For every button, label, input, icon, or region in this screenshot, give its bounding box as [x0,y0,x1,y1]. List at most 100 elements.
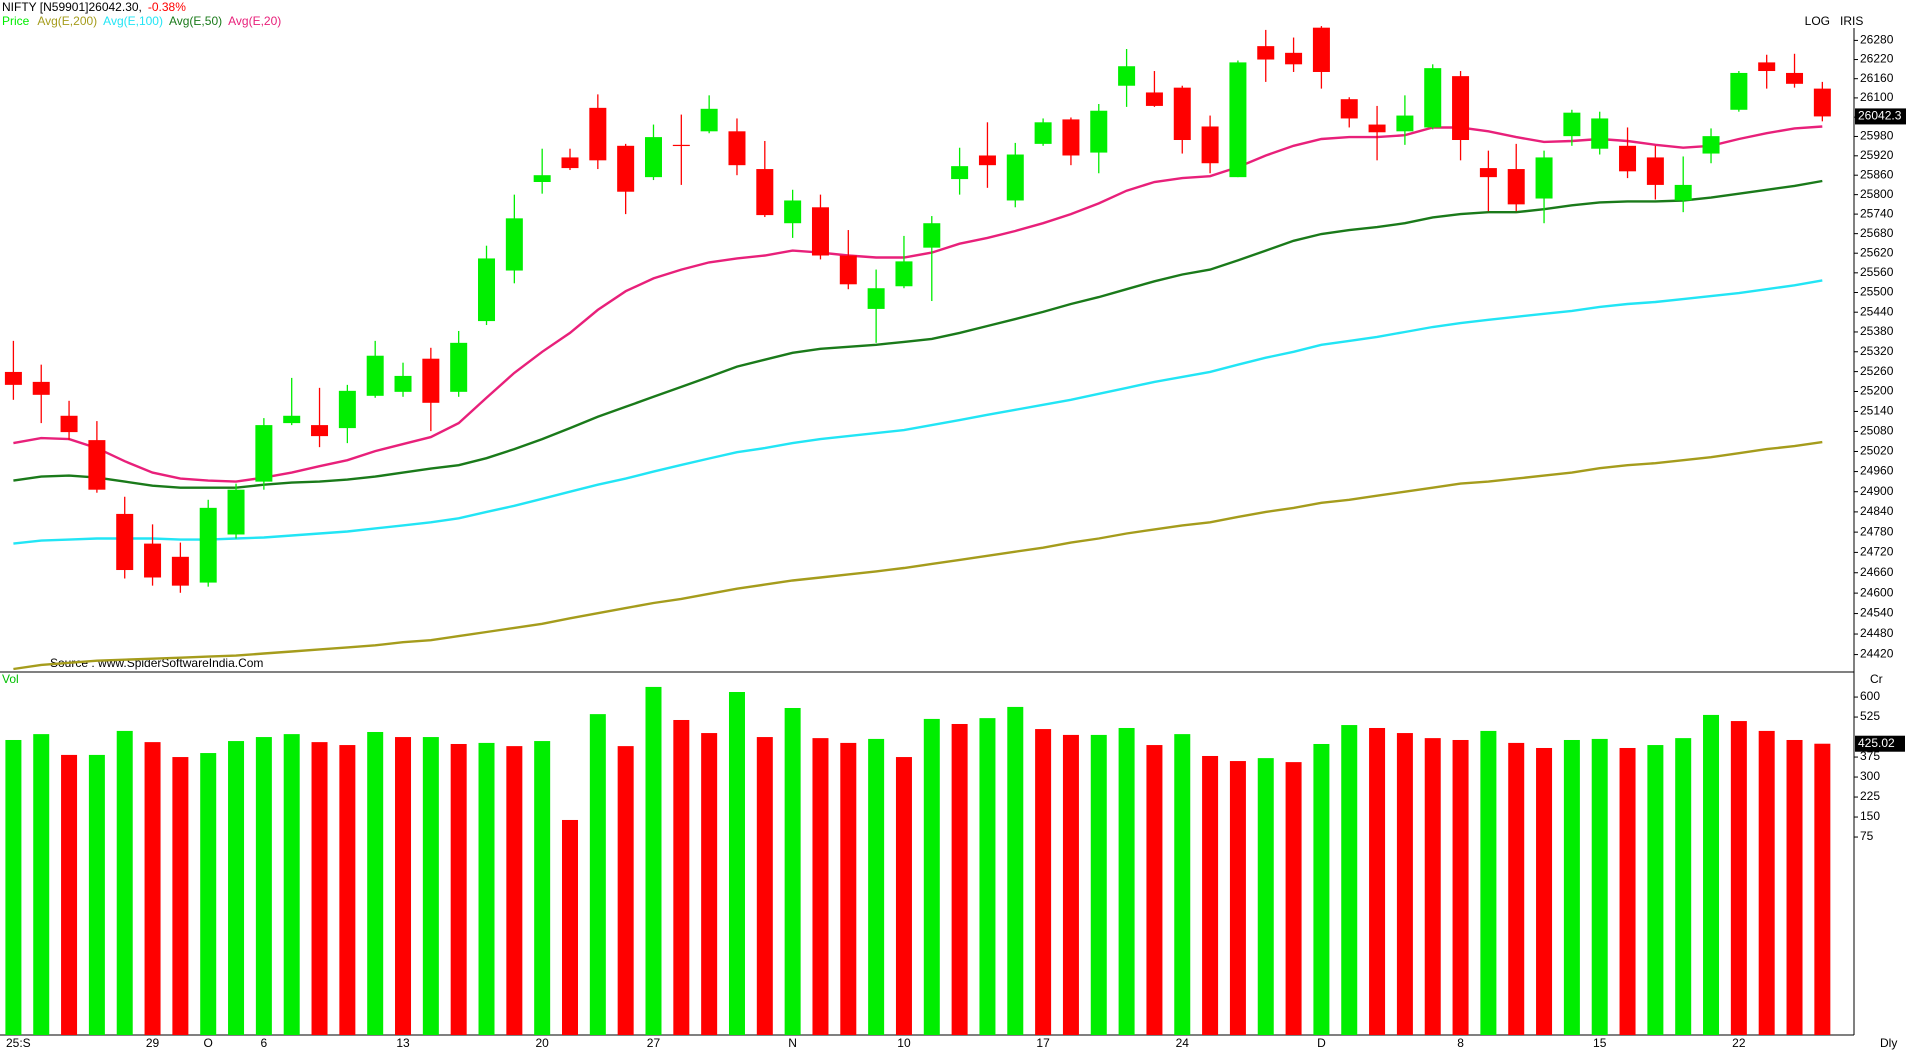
candle-body [255,425,273,482]
x-tick-label: 10 [897,1036,911,1050]
candle-body [366,355,384,396]
last-price-label: 26042.3 [1858,109,1902,123]
legend-price: Price [2,14,30,28]
volume-bar [478,742,495,1035]
y-tick-label: 225 [1860,789,1880,803]
candle-body [1173,87,1191,141]
volume-bar [116,730,133,1035]
candle-body [1619,145,1637,172]
candle-body [1424,68,1442,128]
y-tick-label: 25260 [1860,364,1894,378]
y-tick-label: 375 [1860,749,1880,763]
volume-bar [395,737,412,1035]
candle-body [144,543,162,578]
y-tick-label: 25440 [1860,304,1894,318]
candle-body [1229,62,1247,178]
volume-bar [1703,714,1720,1035]
moving-average [13,279,1823,545]
volume-bar [756,737,773,1035]
candle-body [283,415,301,424]
candle-body [1674,184,1692,201]
y-tick-label: 150 [1860,809,1880,823]
candle-body [422,358,440,403]
candle-body [505,218,523,271]
volume-bar [1341,725,1358,1035]
volume-bar [5,739,22,1035]
candle-body [1758,62,1776,72]
candle-body [60,415,78,433]
y-tick-label: 24660 [1860,565,1894,579]
y-tick-label: 25560 [1860,265,1894,279]
y-tick-label: 26220 [1860,52,1894,66]
volume-bar [1424,738,1441,1035]
candle-body [951,166,969,180]
scale-label: LOG [1805,14,1830,28]
candle-body [1730,72,1748,110]
volume-bar [61,754,78,1035]
volume-bar [1758,730,1775,1035]
candle-body [32,381,50,395]
candle-body [311,425,329,437]
candle-body [88,440,106,490]
candle-body [1118,66,1136,86]
volume-bar [144,742,161,1035]
last-value-label: 425.02 [1858,736,1895,750]
candle-body [199,507,217,583]
legend-item: Avg(E,20) [228,14,281,28]
candle-body [644,137,662,178]
y-tick-label: 25740 [1860,206,1894,220]
y-tick-label: 25620 [1860,245,1894,259]
y-tick-label: 24420 [1860,647,1894,661]
candle-body [478,258,496,322]
y-tick-label: 24780 [1860,524,1894,538]
candle-body [1396,115,1414,132]
volume-bar [1313,743,1330,1035]
y-tick-label: 24600 [1860,585,1894,599]
candle-body [171,556,189,586]
corner-label: IRIS [1840,14,1863,28]
candle-body [811,207,829,256]
y-tick-label: 25680 [1860,226,1894,240]
y-tick-label: 26100 [1860,90,1894,104]
candle-body [338,390,356,429]
y-tick-label: 25860 [1860,167,1894,181]
volume-bar [1090,734,1107,1035]
volume-bar [1730,721,1747,1035]
x-tick-label: 29 [146,1036,160,1050]
candle-body [1479,168,1497,178]
volume-bar [673,719,690,1035]
volume-bar [840,742,857,1035]
volume-bar [784,707,801,1035]
volume-bar [1285,762,1302,1035]
volume-bar [868,738,885,1035]
volume-bar [450,743,467,1035]
x-tick-label: 27 [647,1036,661,1050]
volume-bar [895,757,912,1035]
candle-body [1312,27,1330,72]
candle-body [1006,154,1024,201]
volume-bar [979,718,996,1035]
candle-body [1452,76,1470,141]
candle-body [533,175,551,182]
moving-average [13,125,1823,483]
volume-bar [1118,727,1135,1035]
volume-bar [1035,729,1052,1035]
candle-body [1786,72,1804,84]
y-tick-label: 25140 [1860,404,1894,418]
volume-bar [562,819,578,1035]
volume-bar [172,757,189,1035]
x-tick-label: 20 [535,1036,549,1050]
volume-bar [506,746,523,1035]
volume-bar [1174,734,1191,1035]
volume-bar [1452,739,1469,1035]
y-tick-label: 25320 [1860,344,1894,358]
candle-body [756,169,774,216]
volume-bar [255,737,272,1035]
candle-body [450,342,468,392]
y-tick-label: 25980 [1860,129,1894,143]
volume-bar [1480,730,1497,1035]
change: -0.38% [148,0,186,14]
candle-body [700,108,718,132]
candle-body [1507,169,1525,205]
candle-body [617,145,635,192]
